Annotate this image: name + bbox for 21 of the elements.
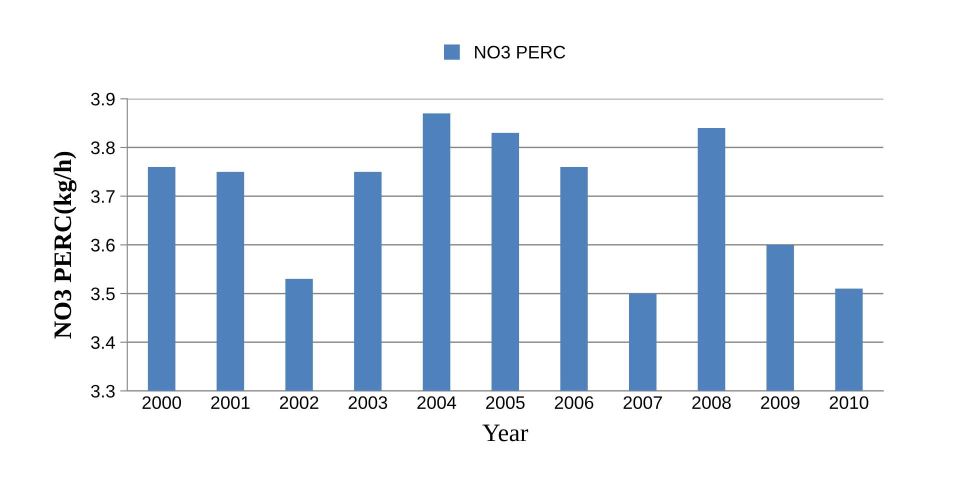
legend-label: NO3 PERC xyxy=(475,46,566,59)
x-tick-label: 2005 xyxy=(486,396,525,410)
y-tick-label: 3.3 xyxy=(91,384,115,398)
y-tick-label: 3.8 xyxy=(91,141,115,154)
x-tick-label: 2002 xyxy=(280,396,318,410)
y-tick-label: 3.6 xyxy=(91,238,115,252)
x-tick-label: 2008 xyxy=(692,396,731,410)
x-tick-label: 2006 xyxy=(554,396,594,410)
x-tick-label: 2010 xyxy=(830,396,868,410)
y-axis-title: NO3 PERC(kg/h) xyxy=(54,152,76,338)
x-tick-label: 2007 xyxy=(624,396,662,410)
y-tick-label: 3.5 xyxy=(91,287,115,300)
y-tick-label: 3.4 xyxy=(91,336,115,349)
x-tick-label: 2003 xyxy=(348,396,388,410)
x-tick-label: 2000 xyxy=(142,396,182,410)
x-tick-label: 2004 xyxy=(417,396,456,410)
y-tick-label: 3.7 xyxy=(91,190,115,203)
x-axis-title: Year xyxy=(482,424,528,442)
x-tick-label: 2001 xyxy=(211,396,250,410)
y-tick-label: 3.9 xyxy=(91,92,115,106)
x-tick-label: 2009 xyxy=(761,396,800,410)
